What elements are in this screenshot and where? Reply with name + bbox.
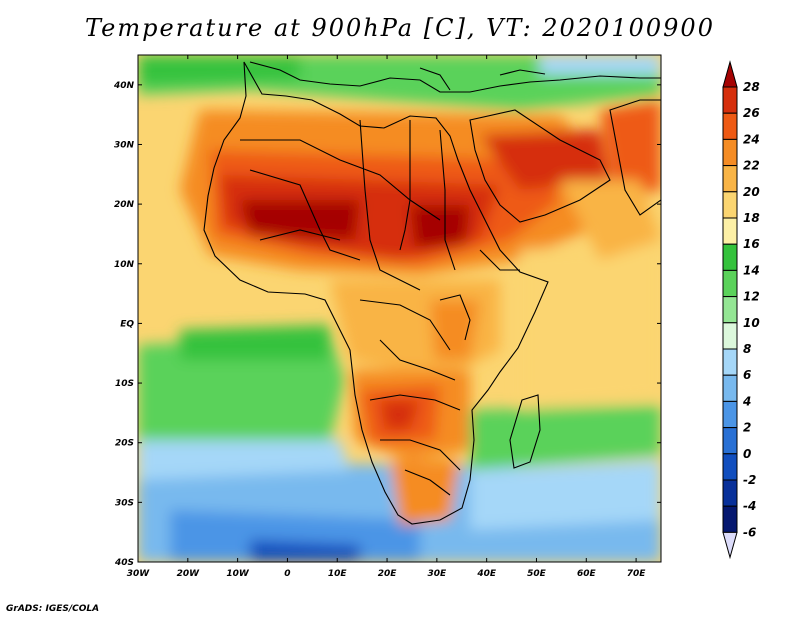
lat-tick-label: EQ [120,319,134,329]
colorbar-swatch [722,505,738,533]
colorbar-label: 6 [743,368,751,382]
colorbar-label: 16 [743,237,760,251]
colorbar-swatch [722,374,738,402]
colorbar-label: -4 [743,499,756,513]
lat-tick-label: 40S [114,558,134,568]
map-title: Temperature at 900hPa [C], VT: 202010090… [85,14,715,42]
colorbar-swatch [722,165,738,193]
colorbar-swatch [722,243,738,271]
lon-tick-label: 0 [284,569,290,579]
colorbar-swatch [722,453,738,481]
lat-tick-label: 10N [114,260,135,270]
lon-tick-label: 10E [328,569,348,579]
lon-tick-label: 10W [226,569,250,579]
colorbar-label: -6 [743,525,756,539]
colorbar-label: 20 [743,185,760,199]
lat-tick-label: 10S [115,379,134,389]
lon-tick-label: 20E [378,569,398,579]
colorbar-label: 0 [743,447,751,461]
lat-tick-label: 30S [115,498,134,508]
colorbar-label: 22 [743,159,760,173]
colorbar-swatch [722,191,738,219]
lat-tick-label: 40N [113,81,135,91]
latitude-axis: 40N 30N 20N 10N EQ 10S 20S 30S 40S [113,81,661,568]
lon-tick-label: 30W [127,569,151,579]
lat-tick-label: 20S [115,439,134,449]
map-frame [137,54,662,563]
coastlines [203,61,661,525]
colorbar-swatch [722,269,738,298]
colorbar-swatch [722,322,738,350]
colorbar-label: 8 [743,342,751,356]
lat-tick-label: 30N [114,140,135,150]
colorbar-swatch [722,427,738,455]
lon-tick-label: 50E [527,569,547,579]
lon-tick-label: 30E [428,569,448,579]
colorbar-label: 12 [743,290,760,304]
colorbar-top-arrow [722,60,738,88]
colorbar-swatch [722,86,738,114]
colorbar-swatch [722,112,738,140]
colorbar-swatch [722,296,738,324]
colorbar-swatch [722,217,738,245]
lon-tick-label: 70E [627,569,647,579]
lon-tick-label: 20W [177,569,201,579]
colorbar-label: 2 [743,421,751,435]
temperature-map: 40N 30N 20N 10N EQ 10S 20S 30S 40S 30W 20W 10W 0 10E… [113,54,760,579]
lon-tick-label: 40E [476,569,497,579]
lat-tick-label: 20N [114,200,135,210]
colorbar-swatch [722,348,738,376]
colorbar-bottom-arrow [722,531,738,560]
colorbar-label: 24 [743,132,760,146]
lon-tick-label: 60E [577,569,597,579]
colorbar-swatch [722,400,738,429]
longitude-axis: 30W 20W 10W 0 10E 20E 30E 40E 50E 60E 70E [127,55,647,579]
credit-label: GrADS: IGES/COLA [6,604,100,614]
colorbar-swatch [722,138,738,167]
colorbar-label: 10 [743,316,760,330]
map-field [138,55,661,562]
colorbar-label: 14 [743,263,760,277]
colorbar-label: 4 [742,394,751,408]
colorbar-label: 28 [743,80,760,94]
colorbar-label: 26 [743,106,760,120]
colorbar-swatch [722,479,738,507]
colorbar-label: -2 [743,473,756,487]
colorbar-label: 18 [743,211,760,225]
